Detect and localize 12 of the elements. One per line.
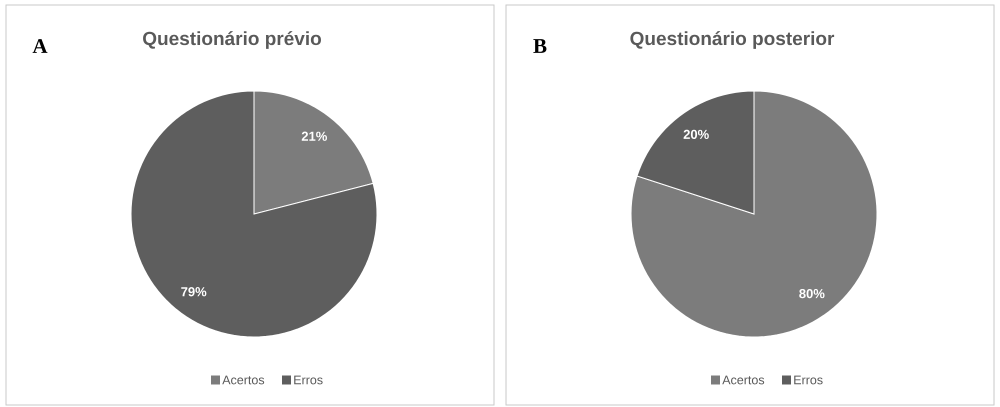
legend-label: Acertos [222, 376, 264, 384]
chart-title: Questionário posterior [630, 31, 834, 49]
legend-label: Erros [794, 376, 823, 384]
chart-title: Questionário prévio [143, 31, 321, 49]
data-label: 80% [799, 289, 825, 298]
data-label: 79% [181, 287, 206, 296]
text: A [32, 39, 48, 53]
legend-label: Erros [294, 376, 323, 384]
data-label: 21% [302, 132, 327, 141]
legend-label: Acertos [722, 376, 764, 384]
data-label: 20% [684, 130, 709, 139]
text: B [533, 39, 546, 53]
